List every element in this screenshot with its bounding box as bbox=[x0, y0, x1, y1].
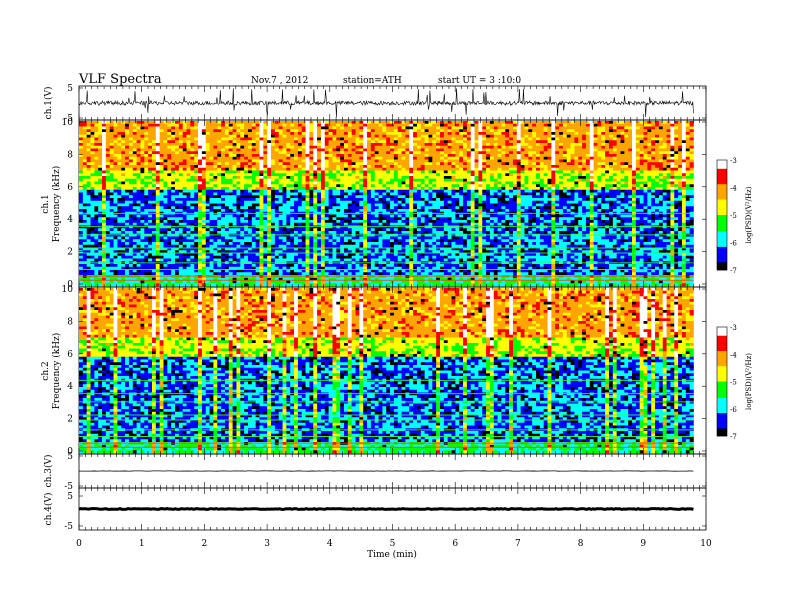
x-tick-label: 10 bbox=[700, 539, 712, 549]
colorbar-label: log(PSD)(V²/Hz) bbox=[745, 186, 753, 243]
ch2-spec-ytick-label: 4 bbox=[67, 382, 73, 392]
ch2-spec-ytick-label: 6 bbox=[67, 350, 73, 360]
x-axis-label: Time (min) bbox=[367, 549, 417, 560]
colorbar-tick-label: -6 bbox=[730, 406, 737, 414]
date-label: Nov.7 , 2012 bbox=[251, 76, 308, 86]
ch1-ylabel: ch.1(V) bbox=[43, 87, 54, 120]
colorbar-tick-label: -4 bbox=[730, 351, 737, 359]
x-tick-label: 9 bbox=[640, 539, 646, 549]
ch2-spec-ytick-label: 8 bbox=[67, 317, 73, 327]
colorbar-tick-label: -7 bbox=[730, 433, 737, 441]
colorbar-tick-label: -4 bbox=[730, 185, 737, 193]
ch2-frequency-label: Frequency (kHz) bbox=[51, 333, 62, 410]
ch4-ylabel: ch.4(V) bbox=[43, 493, 54, 526]
x-tick-label: 7 bbox=[515, 539, 521, 549]
ch1-wave-ytick-label: 5 bbox=[67, 84, 73, 94]
ch1-spec-ytick-label: 4 bbox=[67, 215, 73, 225]
ch1-spec-ytick-label: 8 bbox=[67, 150, 73, 160]
ch2-spectrogram bbox=[79, 288, 694, 453]
ch1-colorbar: -3 -4 -5 -6 -7 log(PSD)(V²/Hz) bbox=[717, 157, 753, 275]
x-tick-label: 3 bbox=[264, 539, 270, 549]
colorbar-label: log(PSD)(V²/Hz) bbox=[745, 353, 753, 410]
x-tick-label: 8 bbox=[578, 539, 584, 549]
ch3-ylabel: ch.3(V) bbox=[43, 455, 54, 488]
ch1-spec-ytick-label: 6 bbox=[67, 183, 73, 193]
ch4-wave-ytick-label: -5 bbox=[64, 522, 73, 532]
colorbar-tick-label: -7 bbox=[730, 267, 737, 275]
ch2-spec-ytick-label: 2 bbox=[67, 415, 73, 425]
ch1-channel-label: ch.1 bbox=[41, 194, 51, 213]
ch3-wave-ytick-label: -5 bbox=[64, 482, 73, 492]
ch2-channel-label: ch.2 bbox=[41, 361, 51, 380]
ch2-spec-ytick-label: 10 bbox=[62, 285, 74, 295]
ch3-wave-ytick-label: 5 bbox=[67, 452, 73, 462]
ch2-colorbar: -3 -4 -5 -6 -7 log(PSD)(V²/Hz) bbox=[717, 324, 753, 441]
colorbar-tick-label: -6 bbox=[730, 240, 737, 248]
start-time-label: start UT = 3 :10:0 bbox=[438, 76, 521, 86]
colorbar-tick-label: -3 bbox=[730, 157, 737, 165]
x-tick-label: 0 bbox=[76, 539, 82, 549]
ch1-spec-ytick-label: 2 bbox=[67, 248, 73, 258]
chart-title: VLF Spectra bbox=[78, 72, 162, 87]
x-tick-label: 1 bbox=[139, 539, 145, 549]
colorbar-tick-label: -5 bbox=[730, 379, 737, 387]
ch4-waveform-line bbox=[79, 509, 693, 510]
ch1-spec-ytick-label: 10 bbox=[62, 118, 74, 128]
x-tick-label: 5 bbox=[390, 539, 396, 549]
station-label: station=ATH bbox=[343, 76, 402, 86]
x-tick-label: 6 bbox=[452, 539, 458, 549]
ch1-waveform-line bbox=[79, 88, 693, 117]
colorbar-tick-label: -5 bbox=[730, 212, 737, 220]
x-tick-label: 2 bbox=[202, 539, 208, 549]
ch4-wave-ytick-label: 5 bbox=[67, 492, 73, 502]
vlf-spectra-figure: VLF Spectra Nov.7 , 2012 station=ATH sta… bbox=[0, 0, 792, 612]
x-tick-label: 4 bbox=[327, 539, 333, 549]
ch1-spectrogram bbox=[79, 121, 694, 286]
ch1-frequency-label: Frequency (kHz) bbox=[51, 166, 62, 243]
colorbar-tick-label: -3 bbox=[730, 324, 737, 332]
